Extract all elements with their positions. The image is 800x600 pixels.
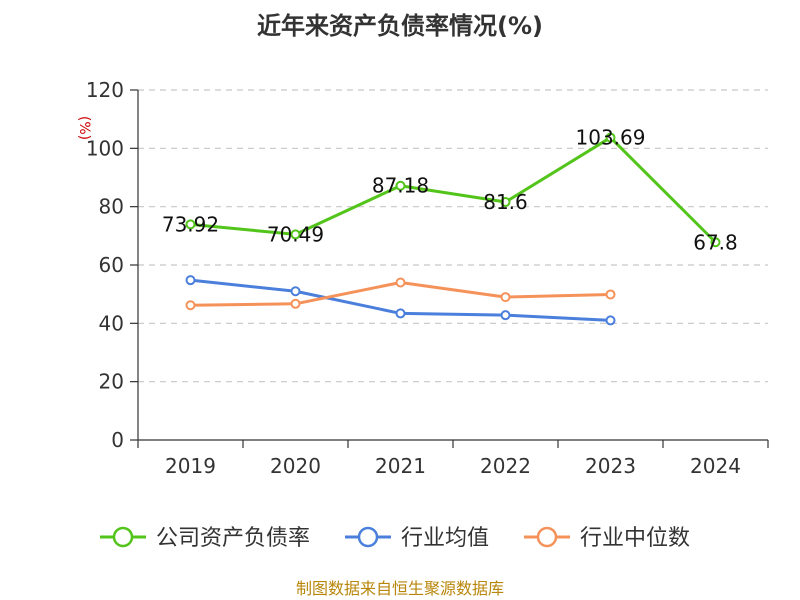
- data-label: 81.6: [483, 190, 528, 214]
- data-point: [185, 300, 196, 311]
- y-tick-label: 60: [99, 253, 124, 277]
- legend-item: 行业中位数: [524, 526, 690, 551]
- data-label: 103.69: [576, 126, 646, 150]
- data-point: [605, 289, 616, 300]
- x-tick-label: 2024: [690, 454, 741, 478]
- legend-item: 公司资产负债率: [100, 526, 310, 551]
- chart-title: 近年来资产负债率情况(%): [257, 12, 543, 40]
- data-label: 70.49: [267, 222, 324, 246]
- data-point: [290, 298, 301, 309]
- data-point: [185, 219, 196, 230]
- legend-marker: [536, 526, 558, 548]
- data-point: [710, 237, 721, 248]
- legend-marker: [357, 526, 379, 548]
- legend-label: 行业均值: [401, 526, 489, 551]
- data-point: [185, 275, 196, 286]
- data-point: [500, 292, 511, 303]
- data-point: [500, 197, 511, 207]
- legend-item: 行业均值: [345, 526, 489, 551]
- source-note: 制图数据来自恒生聚源数据库: [296, 579, 504, 598]
- data-label: 67.8: [693, 230, 738, 254]
- legend-label: 行业中位数: [580, 526, 690, 551]
- data-point: [500, 310, 511, 321]
- axes: 0 20 40 60 80 100 120 2019 2020 2021 2022 2023 2024: [86, 78, 769, 478]
- data-point: [290, 229, 301, 240]
- legend: 公司资产负债率 行业均值 行业中位数: [100, 526, 690, 551]
- y-tick-label: 40: [99, 311, 124, 335]
- grid-lines: [138, 89, 768, 383]
- series-line: [190, 136, 717, 244]
- data-point: [395, 308, 406, 319]
- x-tick-label: 2023: [585, 454, 636, 478]
- x-tick-label: 2021: [375, 454, 426, 478]
- data-point: [605, 132, 616, 143]
- legend-marker: [112, 526, 134, 548]
- y-tick-label: 120: [86, 78, 124, 102]
- x-tick-label: 2020: [270, 454, 321, 478]
- x-tick-label: 2022: [480, 454, 531, 478]
- data-point: [395, 180, 406, 191]
- data-point: [605, 315, 616, 326]
- y-tick-label: 20: [99, 370, 124, 394]
- y-tick-label: 80: [99, 195, 124, 219]
- series-layer: [185, 132, 721, 326]
- data-label: 87.18: [372, 174, 429, 198]
- data-labels: 73.92 70.49 87.18 81.6 103.69 67.8: [162, 126, 738, 255]
- x-tick-label: 2019: [165, 454, 216, 478]
- data-point: [395, 277, 406, 288]
- legend-label: 公司资产负债率: [156, 526, 310, 551]
- data-label: 73.92: [162, 212, 219, 236]
- y-axis-unit: (%): [76, 116, 92, 140]
- y-tick-label: 0: [111, 428, 124, 452]
- data-point: [290, 286, 301, 297]
- y-tick-label: 100: [86, 136, 124, 160]
